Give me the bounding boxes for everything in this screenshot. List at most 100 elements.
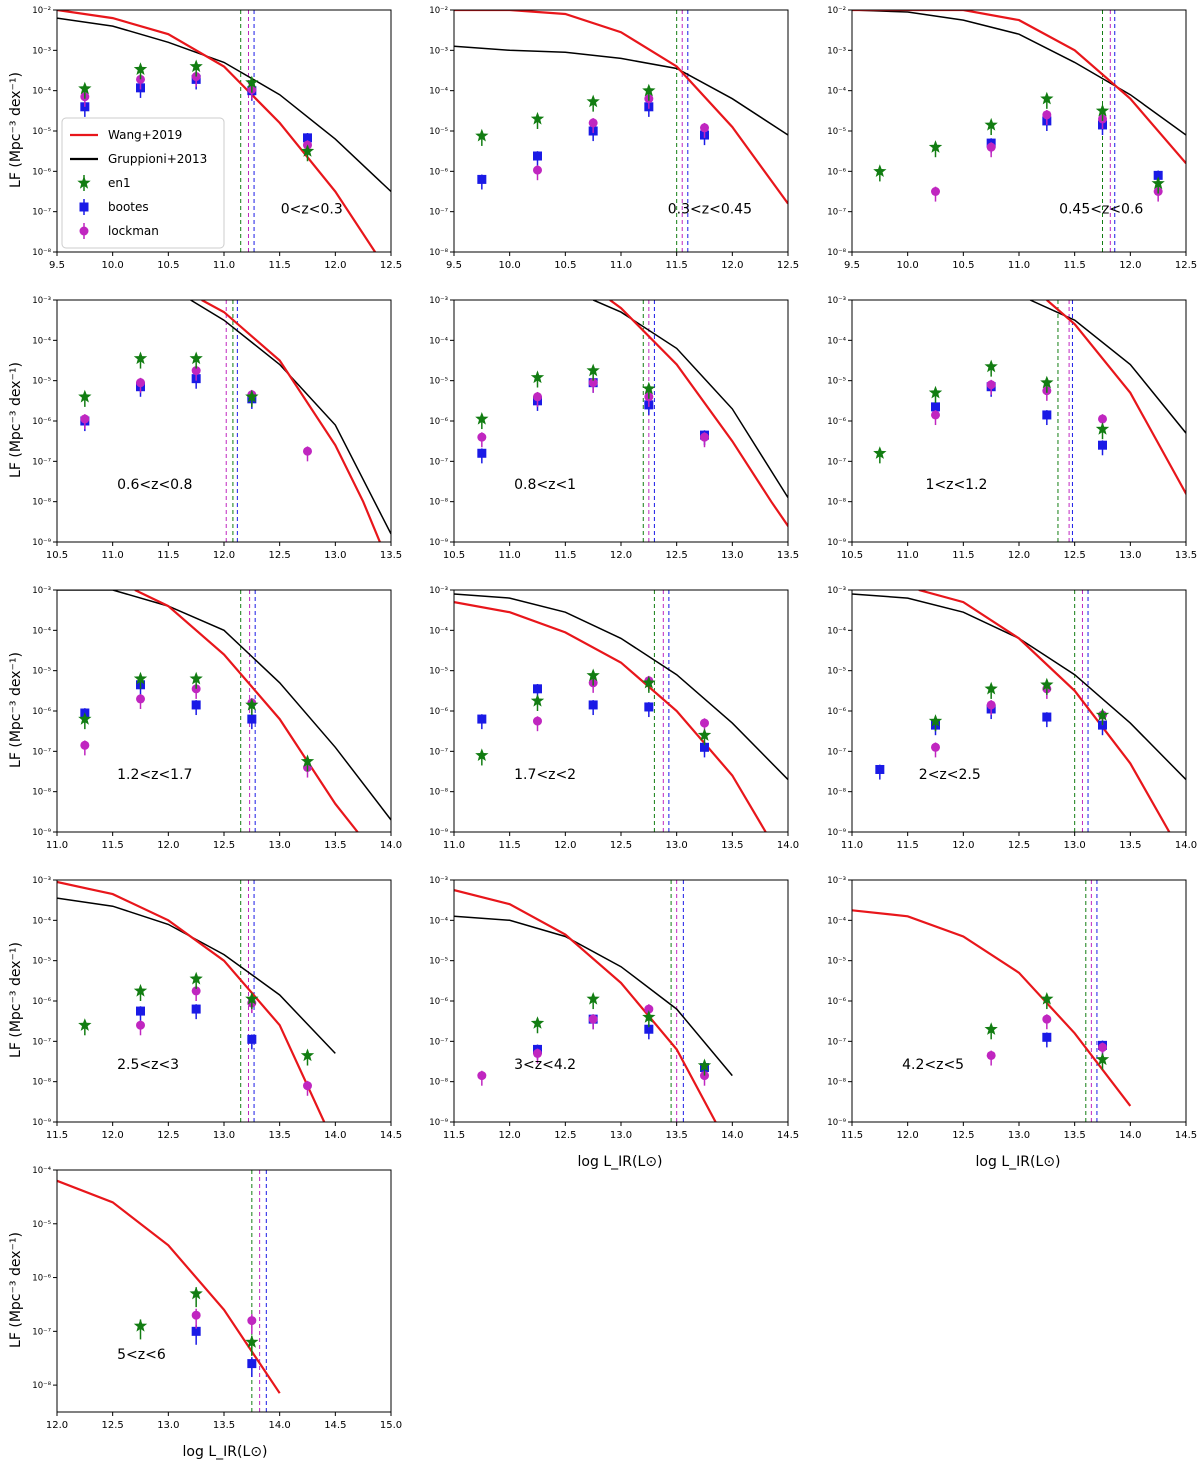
x-tick-label: 11.5 <box>841 1130 863 1141</box>
y-tick-label: 10⁻⁵ <box>429 957 448 967</box>
x-tick-label: 11.0 <box>499 550 521 561</box>
x-tick-label: 12.5 <box>102 1420 124 1431</box>
x-tick-label: 13.5 <box>1119 840 1141 851</box>
en1-point <box>300 1048 315 1062</box>
x-tick-label: 14.0 <box>324 1130 346 1141</box>
panel-title: 0.8<z<1 <box>514 477 576 493</box>
en1-point <box>245 992 259 1005</box>
x-tick-label: 14.0 <box>721 1130 743 1141</box>
y-tick-label: 10⁻⁷ <box>827 747 846 757</box>
y-tick-label: 10⁻⁴ <box>827 626 846 636</box>
legend-box <box>61 117 225 249</box>
lockman-point <box>533 1048 542 1058</box>
en1-point <box>189 671 203 685</box>
lockman-point <box>644 1004 654 1014</box>
y-axis-label-row5: LF (Mpc⁻³ dex⁻¹) <box>8 1232 24 1348</box>
y-tick-label: 10⁻⁴ <box>32 336 51 346</box>
bootes-point <box>247 1359 257 1369</box>
bootes-point <box>191 1004 201 1014</box>
legend-label: Wang+2019 <box>108 128 182 142</box>
bootes-point <box>247 1034 257 1044</box>
gruppioni-curve <box>57 17 391 193</box>
x-tick-label: 12.0 <box>102 1130 124 1141</box>
y-tick-label: 10⁻⁵ <box>827 127 846 137</box>
y-tick-label: 10⁻⁶ <box>429 997 448 1007</box>
wang-curve <box>57 1179 281 1394</box>
lockman-point <box>533 716 542 726</box>
y-tick-label: 10⁻² <box>827 6 846 16</box>
x-tick-label: 13.0 <box>324 550 346 561</box>
gruppioni-curve <box>592 300 788 498</box>
gruppioni-curve <box>190 300 391 535</box>
y-tick-label: 10⁻⁸ <box>32 1078 51 1088</box>
legend-label: lockman <box>108 224 159 238</box>
y-tick-label: 10⁻³ <box>827 296 846 306</box>
x-tick-label: 11.5 <box>666 260 688 271</box>
bootes-point <box>588 700 598 710</box>
en1-point <box>530 693 545 707</box>
lockman-point <box>303 446 312 456</box>
x-tick-label: 15.0 <box>380 1420 402 1431</box>
en1-point <box>984 681 998 695</box>
bootes-point <box>477 448 487 458</box>
x-tick-label: 11.5 <box>157 550 179 561</box>
y-tick-label: 10⁻⁶ <box>32 417 51 427</box>
x-tick-label: 10.5 <box>443 550 465 561</box>
en1-point <box>133 671 148 685</box>
panel-title: 2<z<2.5 <box>919 767 981 783</box>
legend-star-swatch <box>77 176 91 189</box>
gruppioni-curve <box>852 593 1186 781</box>
y-tick-label: 10⁻⁴ <box>32 916 51 926</box>
bootes-point <box>1042 410 1052 420</box>
gruppioni-curve <box>454 45 788 136</box>
y-tick-label: 10⁻³ <box>429 586 448 596</box>
y-tick-label: 10⁻⁷ <box>827 1037 846 1047</box>
y-tick-label: 10⁻⁶ <box>827 167 846 177</box>
panel-title: 5<z<6 <box>117 1347 166 1363</box>
y-tick-label: 10⁻⁹ <box>429 538 448 548</box>
panels-layer: 9.5 10.0 10.5 11.0 11.5 12.0 12.510⁻⁸10⁻⁷10⁻⁶1… <box>32 6 1197 1431</box>
bootes-point <box>1042 1032 1052 1042</box>
y-tick-label: 10⁻⁸ <box>32 1381 51 1391</box>
y-tick-label: 10⁻⁴ <box>827 336 846 346</box>
lockman-point <box>477 1071 487 1081</box>
bootes-point <box>136 1006 145 1016</box>
y-tick-label: 10⁻³ <box>429 876 448 886</box>
x-tick-label: 12.0 <box>157 840 179 851</box>
legend-circle-swatch <box>79 226 89 236</box>
en1-point <box>586 668 600 682</box>
x-tick-label: 11.0 <box>102 550 124 561</box>
panel-title: 3<z<4.2 <box>514 1057 576 1073</box>
gruppioni-curve <box>57 590 391 821</box>
legend-item-bootes: bootes <box>79 199 149 215</box>
y-tick-label: 10⁻⁷ <box>32 208 51 218</box>
x-tick-label: 13.0 <box>269 840 291 851</box>
y-tick-label: 10⁻⁵ <box>32 1220 51 1230</box>
en1-point <box>300 144 315 157</box>
en1-point <box>245 1335 259 1348</box>
y-tick-label: 10⁻⁸ <box>827 1078 846 1088</box>
y-tick-label: 10⁻³ <box>32 876 51 886</box>
y-tick-label: 10⁻⁷ <box>827 208 846 218</box>
plot-area <box>57 10 391 252</box>
y-tick-label: 10⁻⁵ <box>827 377 846 387</box>
y-tick-label: 10⁻⁶ <box>429 707 448 717</box>
y-tick-label: 10⁻⁴ <box>429 626 448 636</box>
lockman-point <box>588 378 598 388</box>
x-tick-label: 12.0 <box>213 550 235 561</box>
plot-frame <box>56 1169 392 1413</box>
en1-point <box>928 714 943 727</box>
x-tick-label: 12.0 <box>1119 260 1141 271</box>
lockman-point <box>1098 414 1107 424</box>
x-tick-label: 13.5 <box>324 840 346 851</box>
legend: Wang+2019 Gruppioni+2013 en1 bootes lockman <box>61 117 225 249</box>
plot-frame <box>56 879 392 1123</box>
y-axis-label-row4: LF (Mpc⁻³ dex⁻¹) <box>8 942 24 1058</box>
panel-title: 4.2<z<5 <box>902 1057 964 1073</box>
x-tick-label: 13.0 <box>721 550 743 561</box>
legend-label: bootes <box>108 200 149 214</box>
wang-curve <box>57 10 377 252</box>
y-tick-label: 10⁻⁶ <box>32 997 51 1007</box>
y-tick-label: 10⁻⁷ <box>429 747 448 757</box>
plot-frame <box>453 589 789 833</box>
